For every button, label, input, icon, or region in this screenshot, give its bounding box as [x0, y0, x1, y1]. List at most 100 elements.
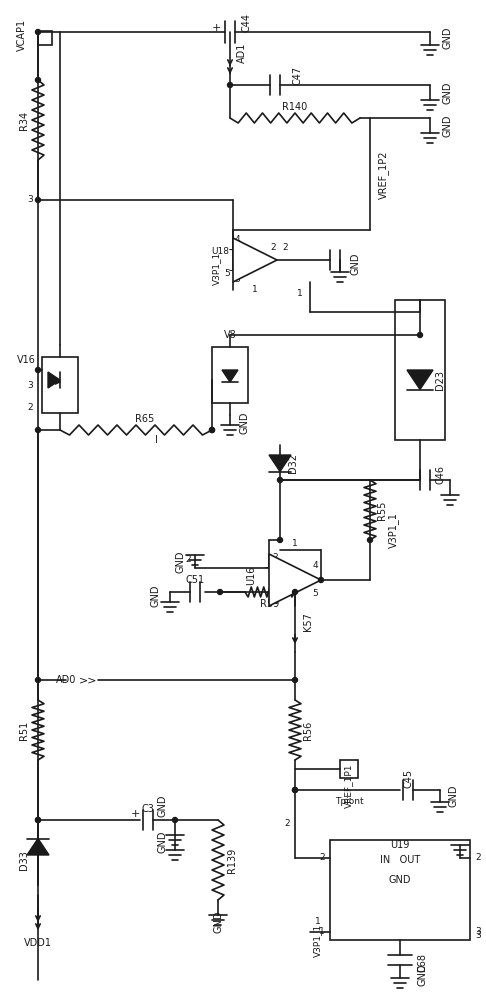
Text: 1: 1 [315, 918, 321, 926]
Polygon shape [269, 554, 321, 606]
Text: U19: U19 [390, 840, 410, 850]
Bar [212, 347, 248, 403]
Circle shape [173, 818, 177, 822]
Circle shape [293, 589, 297, 594]
Text: GND: GND [442, 82, 452, 104]
Text: R56: R56 [303, 720, 313, 740]
Text: D33: D33 [19, 850, 29, 870]
Text: 3: 3 [27, 380, 33, 389]
Bar [330, 840, 470, 940]
Text: GND: GND [448, 785, 458, 807]
Text: 3: 3 [234, 275, 240, 284]
Text: C68: C68 [417, 952, 427, 972]
Circle shape [209, 428, 214, 432]
Text: 5: 5 [312, 589, 318, 598]
Text: C45: C45 [403, 768, 413, 788]
Text: VDD1: VDD1 [24, 938, 52, 948]
Text: GND: GND [442, 27, 452, 49]
Circle shape [293, 788, 297, 792]
Text: 4: 4 [312, 562, 318, 570]
Text: GND: GND [389, 875, 411, 885]
Text: 3: 3 [27, 196, 33, 205]
Circle shape [35, 367, 40, 372]
Polygon shape [407, 370, 433, 389]
Text: GND: GND [442, 115, 452, 137]
Text: Tpiont: Tpiont [335, 798, 364, 806]
Text: 4: 4 [234, 235, 240, 244]
Text: AD1: AD1 [237, 43, 247, 63]
Text: C44: C44 [241, 12, 251, 31]
Text: GND: GND [213, 911, 223, 933]
Circle shape [35, 818, 40, 822]
Circle shape [35, 428, 40, 432]
Text: V3P1_1: V3P1_1 [212, 251, 222, 285]
Text: C3: C3 [141, 804, 155, 814]
Text: 2: 2 [270, 243, 276, 252]
Text: R51: R51 [19, 720, 29, 740]
Text: U16: U16 [246, 565, 256, 585]
Text: D32: D32 [288, 453, 298, 473]
Bar [42, 357, 78, 413]
Text: C46: C46 [435, 466, 445, 485]
Text: R59: R59 [260, 599, 279, 609]
Circle shape [278, 478, 282, 483]
Circle shape [35, 198, 40, 202]
Text: GND: GND [239, 412, 249, 434]
Text: 2: 2 [284, 820, 290, 828]
Text: V16: V16 [17, 355, 35, 365]
Polygon shape [269, 455, 291, 472]
Text: 5: 5 [224, 269, 230, 278]
Text: >>: >> [79, 675, 97, 685]
Text: 2: 2 [272, 554, 278, 562]
Text: VREF_1P2: VREF_1P2 [378, 151, 388, 199]
Text: 1: 1 [292, 540, 298, 548]
Text: K57: K57 [303, 613, 313, 631]
Bar [38, 31, 52, 45]
Circle shape [227, 83, 232, 88]
Text: 1: 1 [319, 928, 325, 936]
Text: GND: GND [417, 964, 427, 986]
Text: GND: GND [157, 831, 167, 853]
Circle shape [209, 428, 214, 432]
Text: VCAP1: VCAP1 [17, 19, 27, 51]
Text: C47: C47 [292, 65, 302, 85]
Text: AD0: AD0 [56, 675, 76, 685]
Circle shape [35, 818, 40, 822]
Text: U18: U18 [211, 247, 229, 256]
Text: 2: 2 [27, 402, 33, 412]
Circle shape [35, 29, 40, 34]
Circle shape [218, 589, 223, 594]
Polygon shape [48, 372, 60, 388]
Text: +: + [130, 809, 139, 819]
Text: 1: 1 [252, 286, 258, 294]
Circle shape [367, 538, 372, 542]
Text: 3: 3 [475, 932, 481, 940]
Circle shape [417, 332, 422, 338]
Text: GND: GND [350, 253, 360, 275]
Text: R34: R34 [19, 110, 29, 130]
Circle shape [293, 788, 297, 792]
Text: 3: 3 [272, 597, 278, 606]
Text: 2: 2 [282, 243, 288, 252]
Text: VREF_1P1: VREF_1P1 [345, 764, 353, 808]
Circle shape [35, 678, 40, 682]
Circle shape [318, 578, 324, 582]
Text: D23: D23 [435, 370, 445, 390]
Circle shape [35, 78, 40, 83]
Text: V8: V8 [224, 330, 236, 340]
Circle shape [278, 538, 282, 542]
Circle shape [293, 678, 297, 682]
Text: R65: R65 [136, 414, 155, 424]
Text: V3P1_1: V3P1_1 [387, 512, 399, 548]
Polygon shape [27, 838, 49, 855]
Text: R55: R55 [377, 500, 387, 520]
Text: V3P1_1: V3P1_1 [313, 923, 323, 957]
Bar [340, 760, 358, 778]
Text: −: − [264, 562, 274, 574]
Text: GND: GND [175, 551, 185, 573]
Text: 2: 2 [185, 556, 191, 564]
Text: −: − [228, 243, 238, 256]
Polygon shape [233, 238, 277, 282]
Text: 2: 2 [475, 854, 481, 862]
Text: IN   OUT: IN OUT [380, 855, 420, 865]
